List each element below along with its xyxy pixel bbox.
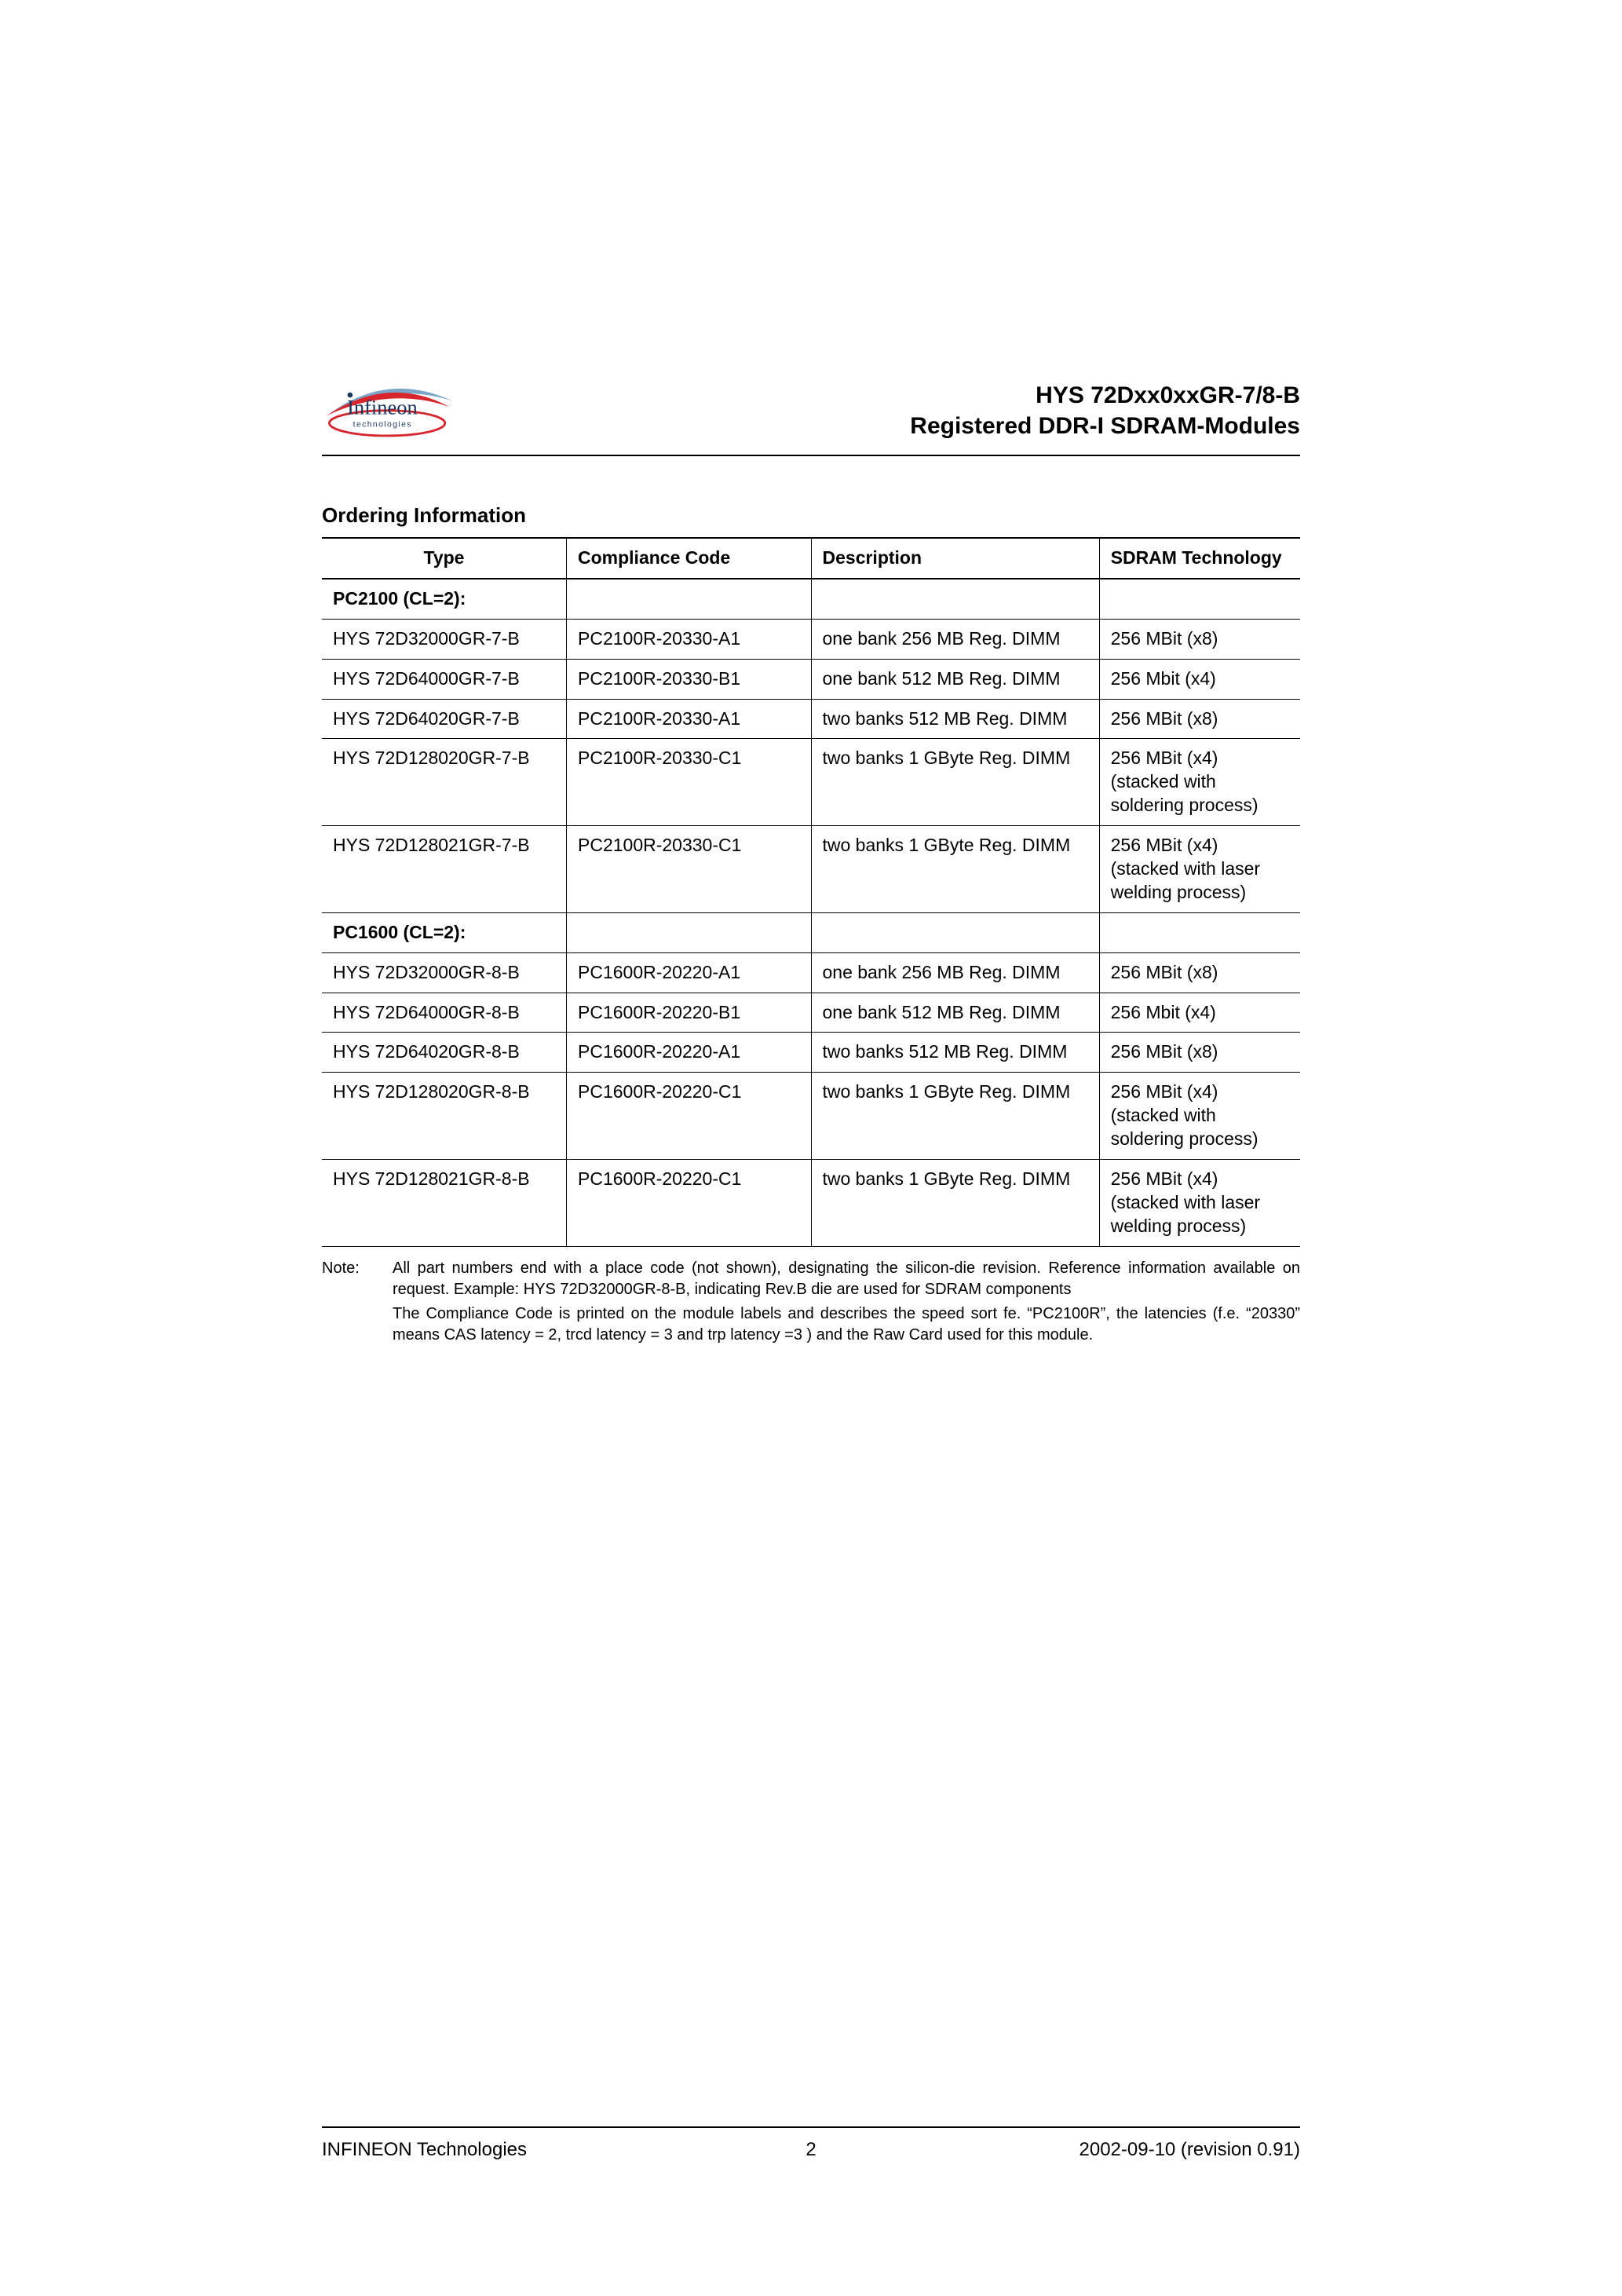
ordering-table-body: PC2100 (CL=2):HYS 72D32000GR-7-BPC2100R-… bbox=[322, 579, 1300, 1246]
section-title: Ordering Information bbox=[322, 503, 1300, 528]
footer-left: INFINEON Technologies bbox=[322, 2139, 527, 2161]
table-row: HYS 72D64000GR-8-BPC1600R-20220-B1one ba… bbox=[322, 993, 1300, 1033]
table-row: HYS 72D32000GR-7-BPC2100R-20330-A1one ba… bbox=[322, 619, 1300, 659]
group-empty-cell bbox=[1099, 579, 1300, 619]
cell-desc: one bank 256 MB Reg. DIMM bbox=[811, 619, 1099, 659]
doc-title-line1: HYS 72Dxx0xxGR-7/8-B bbox=[910, 380, 1300, 411]
group-empty-cell bbox=[567, 579, 812, 619]
cell-code: PC1600R-20220-C1 bbox=[567, 1160, 812, 1247]
cell-desc: two banks 512 MB Reg. DIMM bbox=[811, 1033, 1099, 1073]
cell-desc: one bank 256 MB Reg. DIMM bbox=[811, 952, 1099, 993]
col-header-tech: SDRAM Technology bbox=[1099, 538, 1300, 579]
note-para1: All part numbers end with a place code (… bbox=[393, 1258, 1300, 1300]
table-row: HYS 72D64020GR-8-BPC1600R-20220-A1two ba… bbox=[322, 1033, 1300, 1073]
cell-type: HYS 72D128020GR-8-B bbox=[322, 1073, 567, 1160]
cell-desc: two banks 1 GByte Reg. DIMM bbox=[811, 739, 1099, 826]
cell-code: PC1600R-20220-A1 bbox=[567, 1033, 812, 1073]
table-group-row: PC2100 (CL=2): bbox=[322, 579, 1300, 619]
page: Infineon technologies HYS 72Dxx0xxGR-7/8… bbox=[0, 0, 1622, 2296]
cell-type: HYS 72D32000GR-7-B bbox=[322, 619, 567, 659]
cell-code: PC2100R-20330-B1 bbox=[567, 659, 812, 699]
cell-tech: 256 MBit (x4) (stacked with soldering pr… bbox=[1099, 739, 1300, 826]
group-empty-cell bbox=[811, 912, 1099, 952]
cell-type: HYS 72D64000GR-7-B bbox=[322, 659, 567, 699]
cell-code: PC2100R-20330-A1 bbox=[567, 699, 812, 739]
group-label: PC1600 (CL=2): bbox=[322, 912, 567, 952]
col-header-type: Type bbox=[322, 538, 567, 579]
cell-tech: 256 MBit (x8) bbox=[1099, 952, 1300, 993]
table-row: HYS 72D64000GR-7-BPC2100R-20330-B1one ba… bbox=[322, 659, 1300, 699]
cell-type: HYS 72D64020GR-8-B bbox=[322, 1033, 567, 1073]
cell-type: HYS 72D64000GR-8-B bbox=[322, 993, 567, 1033]
group-empty-cell bbox=[567, 912, 812, 952]
cell-desc: two banks 512 MB Reg. DIMM bbox=[811, 699, 1099, 739]
note-block: Note: All part numbers end with a place … bbox=[322, 1258, 1300, 1349]
cell-desc: one bank 512 MB Reg. DIMM bbox=[811, 659, 1099, 699]
cell-tech: 256 MBit (x4) (stacked with laser weldin… bbox=[1099, 1160, 1300, 1247]
cell-tech: 256 MBit (x8) bbox=[1099, 699, 1300, 739]
cell-type: HYS 72D128020GR-7-B bbox=[322, 739, 567, 826]
table-row: HYS 72D128021GR-7-BPC2100R-20330-C1two b… bbox=[322, 826, 1300, 913]
note-text: All part numbers end with a place code (… bbox=[393, 1258, 1300, 1349]
cell-type: HYS 72D32000GR-8-B bbox=[322, 952, 567, 993]
logo-brand-text: Infineon bbox=[347, 396, 418, 419]
infineon-logo-icon: Infineon technologies bbox=[322, 377, 455, 440]
logo-tagline-text: technologies bbox=[353, 421, 412, 430]
table-header-row: Type Compliance Code Description SDRAM T… bbox=[322, 538, 1300, 579]
cell-type: HYS 72D64020GR-7-B bbox=[322, 699, 567, 739]
table-row: HYS 72D128020GR-7-BPC2100R-20330-C1two b… bbox=[322, 739, 1300, 826]
page-header: Infineon technologies HYS 72Dxx0xxGR-7/8… bbox=[322, 377, 1300, 456]
cell-code: PC1600R-20220-A1 bbox=[567, 952, 812, 993]
cell-tech: 256 MBit (x4) (stacked with laser weldin… bbox=[1099, 826, 1300, 913]
table-row: HYS 72D32000GR-8-BPC1600R-20220-A1one ba… bbox=[322, 952, 1300, 993]
cell-code: PC2100R-20330-C1 bbox=[567, 739, 812, 826]
cell-code: PC2100R-20330-C1 bbox=[567, 826, 812, 913]
cell-desc: one bank 512 MB Reg. DIMM bbox=[811, 993, 1099, 1033]
footer-page-number: 2 bbox=[806, 2139, 816, 2161]
table-row: HYS 72D128021GR-8-BPC1600R-20220-C1two b… bbox=[322, 1160, 1300, 1247]
cell-code: PC1600R-20220-C1 bbox=[567, 1073, 812, 1160]
col-header-code: Compliance Code bbox=[567, 538, 812, 579]
cell-tech: 256 Mbit (x4) bbox=[1099, 993, 1300, 1033]
company-logo: Infineon technologies bbox=[322, 377, 455, 444]
cell-tech: 256 Mbit (x4) bbox=[1099, 659, 1300, 699]
footer-right: 2002-09-10 (revision 0.91) bbox=[1080, 2139, 1301, 2161]
group-empty-cell bbox=[811, 579, 1099, 619]
note-label: Note: bbox=[322, 1258, 393, 1349]
cell-type: HYS 72D128021GR-8-B bbox=[322, 1160, 567, 1247]
page-footer: INFINEON Technologies 2 2002-09-10 (revi… bbox=[322, 2126, 1300, 2161]
group-label: PC2100 (CL=2): bbox=[322, 579, 567, 619]
table-group-row: PC1600 (CL=2): bbox=[322, 912, 1300, 952]
header-titles: HYS 72Dxx0xxGR-7/8-B Registered DDR-I SD… bbox=[910, 380, 1300, 441]
col-header-desc: Description bbox=[811, 538, 1099, 579]
group-empty-cell bbox=[1099, 912, 1300, 952]
cell-desc: two banks 1 GByte Reg. DIMM bbox=[811, 1160, 1099, 1247]
table-row: HYS 72D128020GR-8-BPC1600R-20220-C1two b… bbox=[322, 1073, 1300, 1160]
cell-code: PC1600R-20220-B1 bbox=[567, 993, 812, 1033]
cell-desc: two banks 1 GByte Reg. DIMM bbox=[811, 1073, 1099, 1160]
cell-code: PC2100R-20330-A1 bbox=[567, 619, 812, 659]
cell-desc: two banks 1 GByte Reg. DIMM bbox=[811, 826, 1099, 913]
cell-type: HYS 72D128021GR-7-B bbox=[322, 826, 567, 913]
note-para2: The Compliance Code is printed on the mo… bbox=[393, 1303, 1300, 1346]
cell-tech: 256 MBit (x8) bbox=[1099, 1033, 1300, 1073]
cell-tech: 256 MBit (x4) (stacked with soldering pr… bbox=[1099, 1073, 1300, 1160]
cell-tech: 256 MBit (x8) bbox=[1099, 619, 1300, 659]
table-row: HYS 72D64020GR-7-BPC2100R-20330-A1two ba… bbox=[322, 699, 1300, 739]
doc-title-line2: Registered DDR-I SDRAM-Modules bbox=[910, 411, 1300, 441]
ordering-table: Type Compliance Code Description SDRAM T… bbox=[322, 537, 1300, 1247]
